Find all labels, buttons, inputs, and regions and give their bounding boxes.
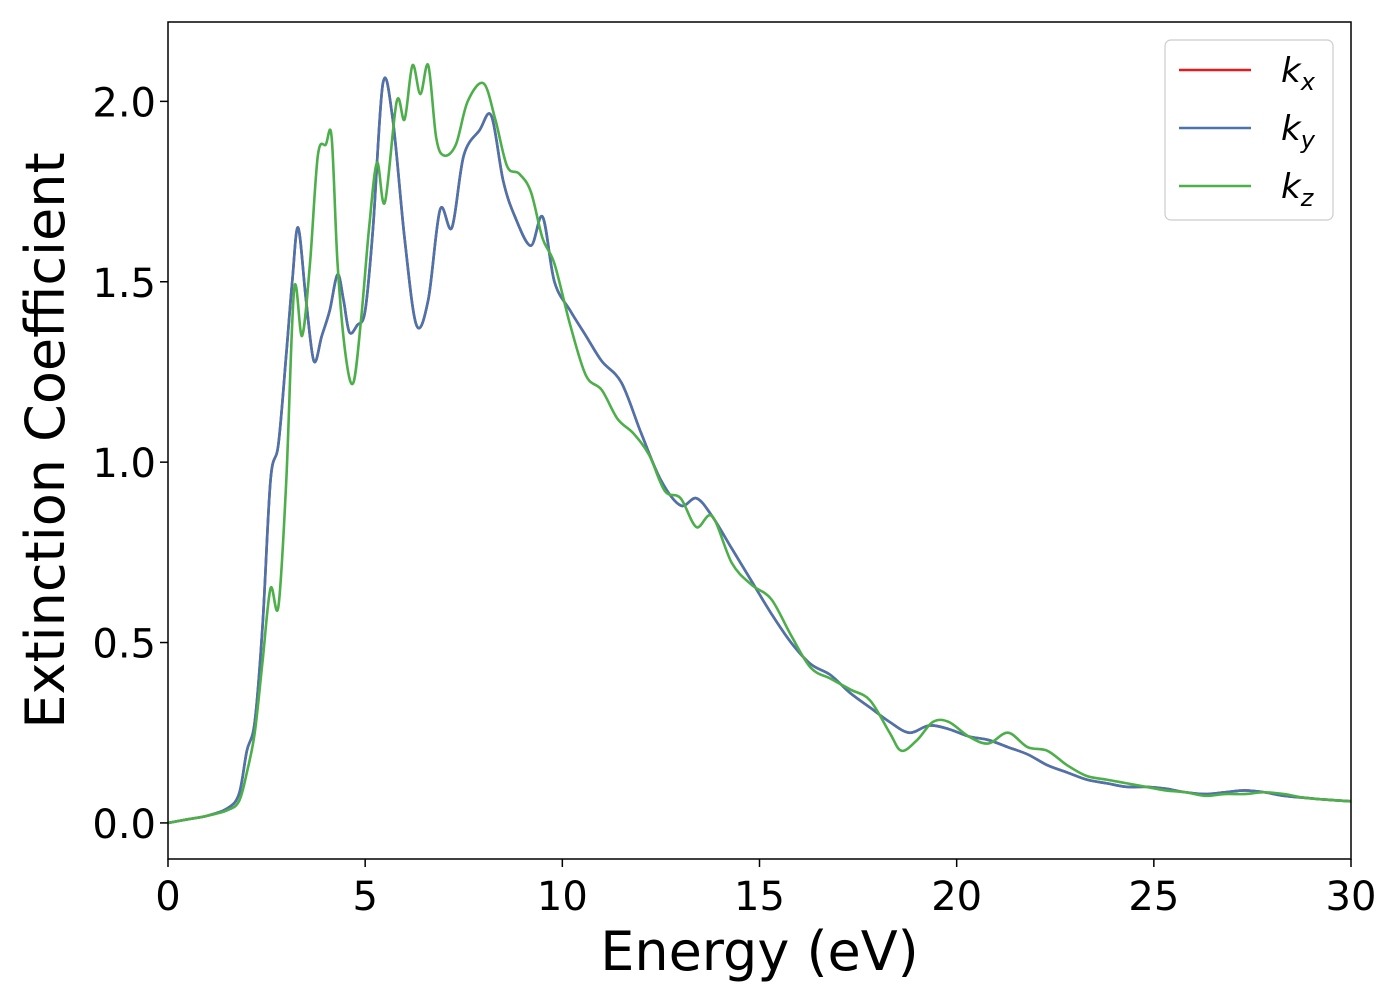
legend-label-z: kz (1281, 167, 1315, 212)
x-tick-label: 20 (931, 874, 982, 920)
x-axis-label: Energy (eV) (600, 920, 919, 983)
x-tick-label: 0 (155, 874, 180, 920)
legend-box (1164, 39, 1334, 221)
x-tick-label: 10 (537, 874, 588, 920)
series-line-y (168, 76, 1351, 825)
legend: kx ky kz (1164, 39, 1334, 221)
y-tick-label: 1.5 (92, 261, 156, 307)
y-axis-ticks: 0.0 0.5 1.0 1.5 2.0 (92, 80, 168, 848)
y-tick-label: 0.0 (92, 802, 156, 848)
x-axis-ticks: 0 5 10 15 20 25 30 (155, 859, 1376, 920)
y-tick-label: 2.0 (92, 80, 156, 126)
legend-label-y: ky (1281, 109, 1316, 154)
x-tick-label: 30 (1326, 874, 1377, 920)
y-tick-label: 1.0 (92, 441, 156, 487)
plot-frame (167, 21, 1352, 860)
x-tick-label: 25 (1128, 874, 1179, 920)
series-line-z (168, 63, 1351, 825)
y-tick-label: 0.5 (92, 622, 156, 668)
y-axis-label: Extinction Coefficient (14, 152, 77, 728)
plot-area (168, 63, 1351, 825)
legend-label-x: kx (1281, 51, 1316, 96)
x-tick-label: 15 (734, 874, 785, 920)
x-tick-label: 5 (352, 874, 377, 920)
